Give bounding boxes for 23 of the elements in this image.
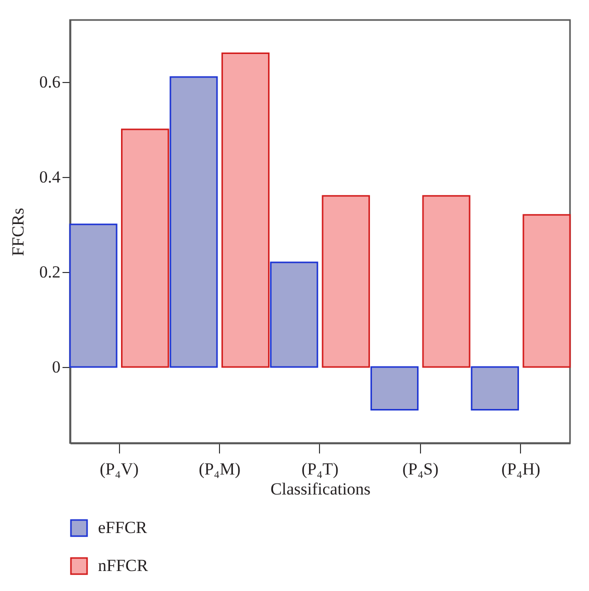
legend-label: nFFCR	[98, 556, 149, 575]
legend-label: eFFCR	[98, 518, 148, 537]
bar	[221, 52, 270, 368]
x-tick-label: (P₄T)	[301, 460, 339, 478]
y-tick-label: 0.2	[39, 262, 60, 282]
x-tick-label: (P₄S)	[402, 460, 438, 478]
x-tick-label: (P₄V)	[100, 460, 139, 478]
bar	[69, 224, 118, 368]
bar	[522, 214, 571, 368]
y-tick-label: 0.6	[39, 72, 60, 92]
x-tick-label: (P₄M)	[198, 460, 241, 478]
x-tick-label: (P₄H)	[501, 460, 540, 478]
x-axis-title: Classifications	[270, 480, 371, 498]
bar	[370, 366, 419, 410]
bar	[422, 195, 470, 368]
bar	[121, 128, 170, 368]
bar	[270, 262, 318, 368]
bar	[470, 366, 519, 410]
y-tick-label: 0.4	[39, 167, 61, 186]
y-tick-label: 0	[52, 357, 60, 376]
bar	[170, 76, 218, 368]
bar	[322, 195, 370, 368]
y-axis-title: FFCRs	[8, 208, 28, 256]
